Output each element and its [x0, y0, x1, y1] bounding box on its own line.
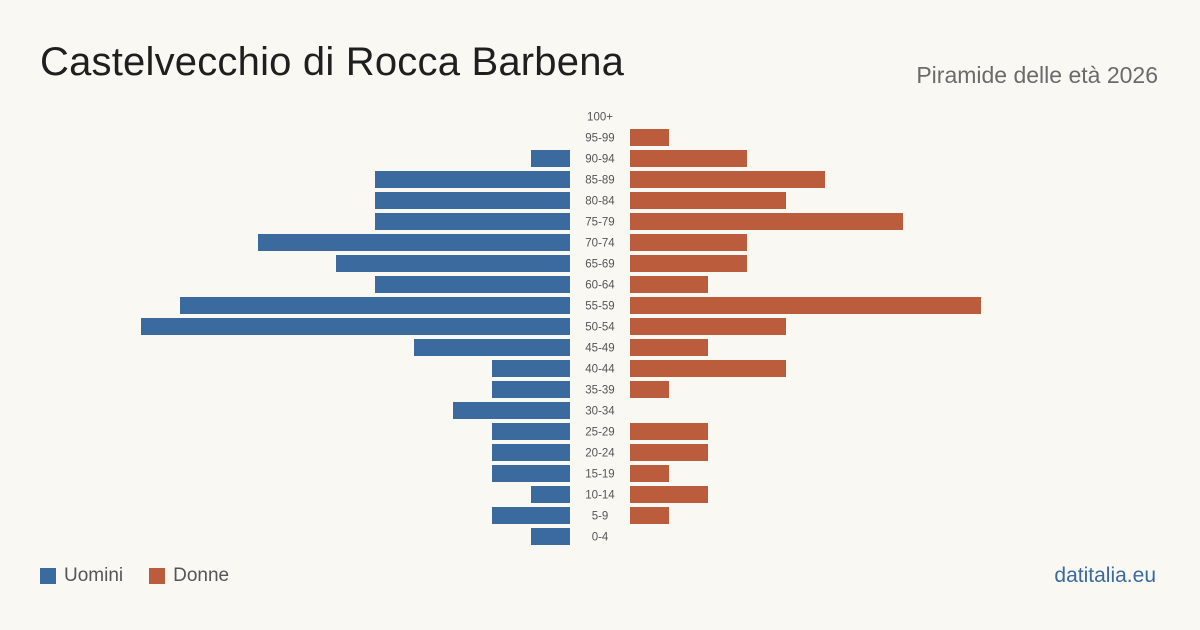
bar-men — [375, 171, 570, 188]
age-label: 45-49 — [585, 343, 614, 355]
bar-men — [375, 276, 570, 293]
chart-subtitle: Piramide delle età 2026 — [916, 62, 1158, 88]
bar-men — [492, 507, 570, 524]
bar-men — [492, 444, 570, 461]
bar-women — [630, 192, 786, 209]
legend-swatch-men — [40, 568, 56, 584]
legend-label-women: Donne — [173, 565, 230, 586]
age-label: 90-94 — [585, 154, 615, 166]
bar-women — [630, 423, 708, 440]
bar-men — [180, 297, 570, 314]
legend: Uomini Donne — [40, 565, 229, 587]
age-label: 25-29 — [585, 427, 614, 439]
age-label: 60-64 — [585, 280, 615, 292]
bar-women — [630, 297, 981, 314]
age-label: 85-89 — [585, 175, 614, 187]
bar-men — [258, 234, 570, 251]
bar-women — [630, 171, 825, 188]
bar-men — [531, 486, 570, 503]
bar-men — [492, 381, 570, 398]
bar-women — [630, 255, 747, 272]
bar-women — [630, 507, 669, 524]
bar-women — [630, 381, 669, 398]
bar-men — [492, 465, 570, 482]
age-label: 50-54 — [585, 322, 615, 334]
bar-women — [630, 465, 669, 482]
bar-women — [630, 129, 669, 146]
age-label: 80-84 — [585, 196, 615, 208]
age-label: 55-59 — [585, 301, 614, 313]
bar-men — [414, 339, 570, 356]
age-label: 75-79 — [585, 217, 614, 229]
bar-women — [630, 360, 786, 377]
legend-label-men: Uomini — [64, 565, 124, 586]
bar-men — [375, 192, 570, 209]
bar-women — [630, 150, 747, 167]
bar-women — [630, 339, 708, 356]
age-label: 5-9 — [592, 511, 609, 523]
bar-women — [630, 486, 708, 503]
bar-men — [453, 402, 570, 419]
bar-women — [630, 213, 903, 230]
age-label: 100+ — [587, 112, 613, 124]
chart-title: Castelvecchio di Rocca Barbena — [40, 40, 625, 84]
age-label: 40-44 — [585, 364, 615, 376]
bar-men — [141, 318, 570, 335]
bar-men — [336, 255, 570, 272]
age-label: 10-14 — [585, 490, 615, 502]
bar-women — [630, 444, 708, 461]
bar-men — [492, 423, 570, 440]
age-label: 65-69 — [585, 259, 614, 271]
bar-men — [375, 213, 570, 230]
age-label: 0-4 — [592, 532, 609, 544]
bar-men — [492, 360, 570, 377]
brand-link[interactable]: datitalia.eu — [1054, 564, 1156, 587]
age-label: 15-19 — [585, 469, 614, 481]
legend-item-women: Donne — [149, 565, 229, 587]
bar-women — [630, 234, 747, 251]
bar-men — [531, 150, 570, 167]
legend-item-men: Uomini — [40, 565, 123, 587]
bar-men — [531, 528, 570, 545]
age-label: 30-34 — [585, 406, 615, 418]
age-label: 70-74 — [585, 238, 615, 250]
age-label: 20-24 — [585, 448, 615, 460]
age-label: 35-39 — [585, 385, 614, 397]
age-label: 95-99 — [585, 133, 614, 145]
legend-swatch-women — [149, 568, 166, 584]
bar-women — [630, 318, 786, 335]
bar-women — [630, 276, 708, 293]
